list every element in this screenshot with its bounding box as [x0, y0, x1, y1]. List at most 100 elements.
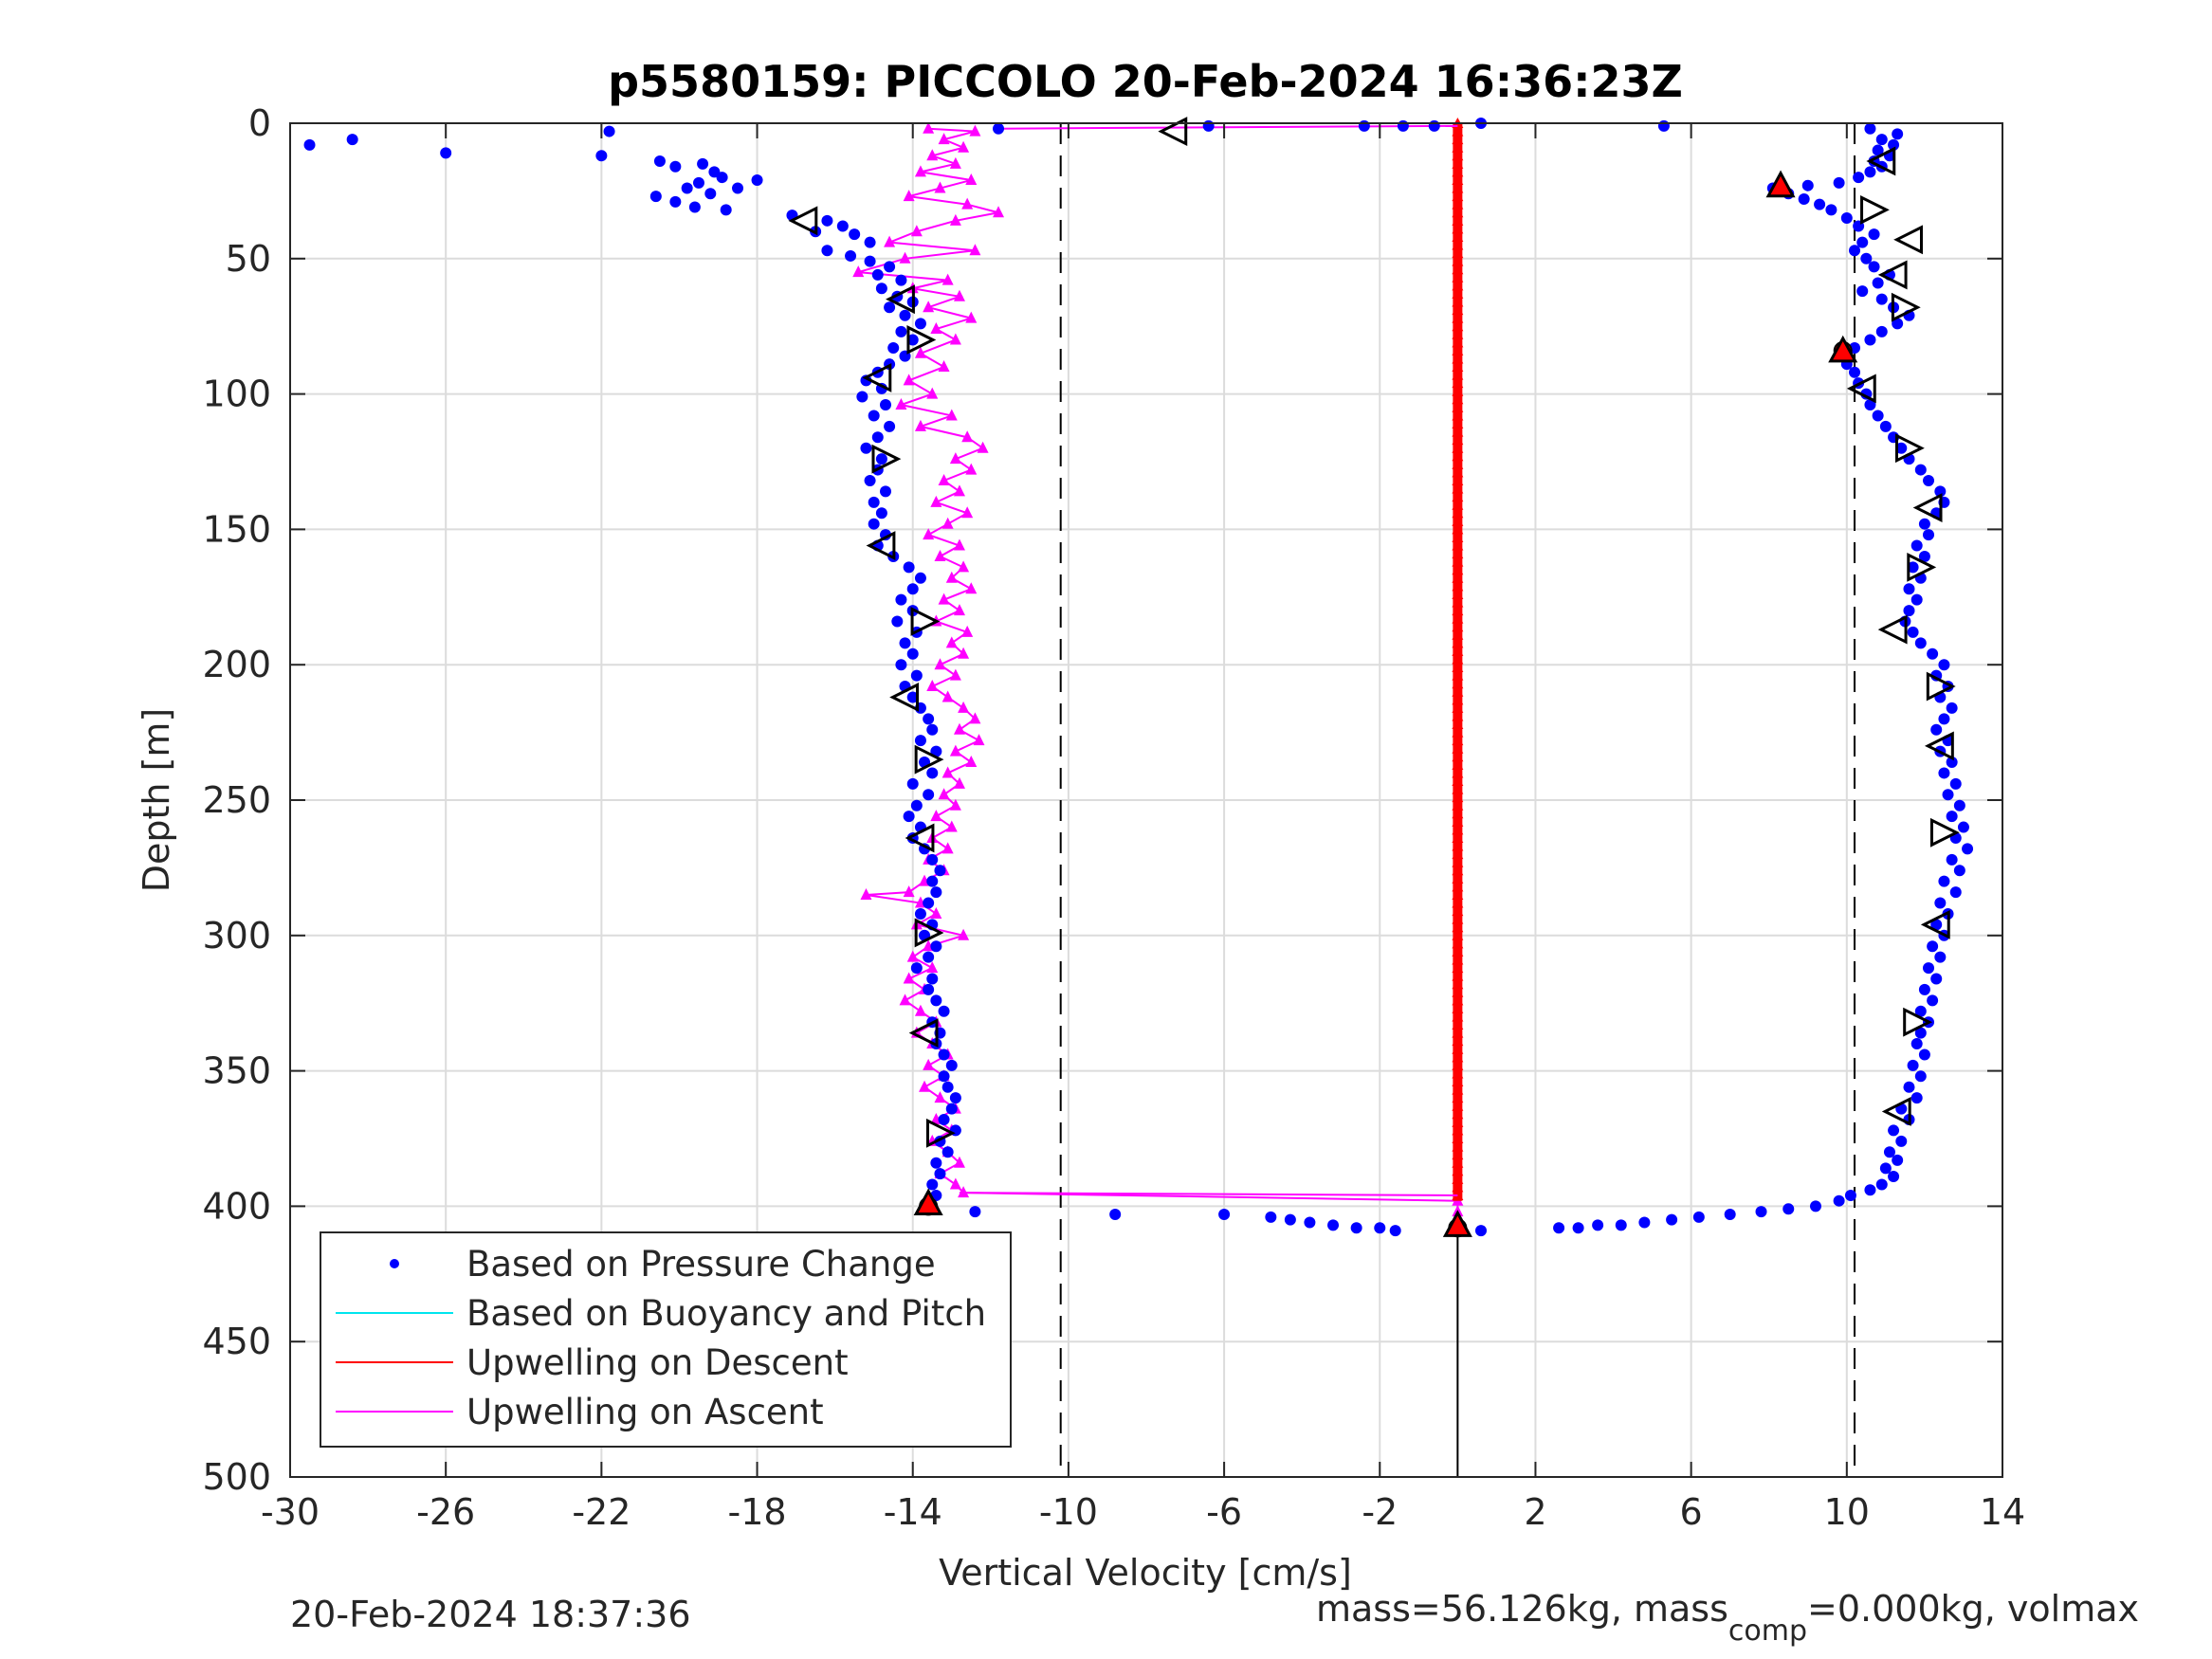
ascent-point [938, 473, 950, 485]
y-axis-ticks: 0 50 100 150 200 250 300 350 400 450 500 [202, 102, 2002, 1498]
ascent-point [953, 538, 965, 551]
pressure-point [751, 173, 763, 186]
chart-title: p5580159: PICCOLO 20-Feb-2024 16:36:23Z [608, 56, 1683, 107]
pressure-point [1946, 702, 1958, 714]
pressure-point [875, 453, 887, 465]
descent-point [1452, 418, 1464, 429]
triangle-up-marker [1828, 335, 1858, 363]
pressure-point [821, 214, 833, 227]
pressure-point [704, 188, 717, 200]
pressure-point [1833, 1194, 1845, 1207]
ascent-point [899, 994, 911, 1006]
ascent-point [934, 1091, 946, 1103]
triangle-markers [788, 117, 1960, 1238]
pressure-point [1875, 134, 1888, 146]
pressure-point [1755, 1206, 1767, 1218]
descent-point [1452, 848, 1464, 860]
pressure-point [868, 518, 880, 530]
pressure-point [1872, 410, 1884, 422]
pressure-point [906, 777, 919, 790]
x-tick-label: -6 [1206, 1491, 1242, 1533]
ascent-point [965, 756, 978, 768]
x-tick-label: -18 [728, 1491, 787, 1533]
pressure-point [895, 659, 907, 671]
pressure-point [1202, 119, 1215, 132]
pressure-point [910, 799, 923, 811]
ascent-point [938, 788, 950, 800]
pressure-point [864, 236, 876, 248]
descent-point [1452, 280, 1464, 291]
descent-point [1452, 320, 1464, 332]
pressure-point [1284, 1213, 1296, 1226]
pressure-point [930, 1157, 942, 1169]
descent-point [1452, 207, 1464, 218]
ascent-point [949, 213, 961, 226]
descent-point [1452, 815, 1464, 827]
pressure-point [906, 647, 919, 660]
pressure-point [884, 420, 896, 432]
pressure-point [903, 811, 915, 823]
descent-point [1452, 629, 1464, 640]
ascent-point [903, 885, 915, 898]
pressure-point [1879, 1162, 1892, 1175]
ascent-point [961, 430, 974, 443]
descent-point [1452, 442, 1464, 453]
pressure-point [1953, 799, 1965, 811]
descent-point [1452, 897, 1464, 908]
pressure-point [303, 138, 316, 151]
descent-point [1452, 1067, 1464, 1079]
pressure-point [875, 507, 887, 520]
x-tick-label: -22 [572, 1491, 631, 1533]
triangle-left-marker [1846, 374, 1876, 404]
x-axis-label: Vertical Velocity [cm/s] [939, 1552, 1352, 1594]
descent-point [1452, 905, 1464, 917]
bottom-connector-line [959, 1192, 1458, 1196]
pressure-point [1907, 561, 1919, 574]
footer-mass-sub: comp [1728, 1614, 1807, 1648]
pressure-point [440, 147, 452, 159]
pressure-point [938, 1114, 950, 1126]
descent-point [1452, 1059, 1464, 1070]
pressure-point [887, 342, 900, 355]
pressure-point [1949, 886, 1962, 899]
y-tick-label: 200 [202, 644, 271, 685]
pressure-point [1934, 897, 1947, 909]
pressure-point [716, 172, 728, 184]
ascent-point [926, 680, 939, 692]
pressure-point [1918, 1048, 1930, 1061]
triangle-right-marker [925, 1118, 956, 1148]
descent-point [1452, 515, 1464, 526]
ascent-point [949, 744, 961, 757]
pressure-point [923, 951, 935, 963]
descent-point [1452, 191, 1464, 202]
ascent-point [953, 776, 965, 789]
descent-point [1452, 1124, 1464, 1136]
pressure-point [1814, 198, 1826, 210]
descent-point [1452, 410, 1464, 421]
ascent-point [930, 322, 942, 335]
legend-label: Based on Pressure Change [466, 1244, 936, 1285]
ascent-point [906, 950, 919, 962]
pressure-point [732, 182, 744, 194]
upwelling-descent-series [959, 118, 1464, 1201]
descent-point [1452, 1173, 1464, 1184]
pressure-point [864, 474, 876, 486]
triangle-left-marker [1158, 117, 1188, 146]
triangle-right-marker [914, 918, 944, 948]
descent-point [1452, 434, 1464, 446]
pressure-point [1840, 211, 1853, 224]
descent-point [1452, 134, 1464, 145]
pressure-point [941, 1146, 954, 1158]
pressure-point [1864, 122, 1876, 135]
ascent-point [923, 121, 935, 134]
descent-point [1452, 929, 1464, 940]
triangle-left-marker [1866, 146, 1896, 176]
pressure-point [871, 431, 884, 444]
descent-point [1452, 726, 1464, 738]
descent-point [1452, 361, 1464, 373]
ascent-point [941, 842, 954, 854]
triangle-right-marker [871, 444, 902, 474]
pressure-point [1397, 119, 1409, 132]
pressure-point [879, 485, 891, 498]
footer-mass-info: mass=56.126kg, masscomp=0.000kg, volmax [1316, 1588, 2139, 1648]
